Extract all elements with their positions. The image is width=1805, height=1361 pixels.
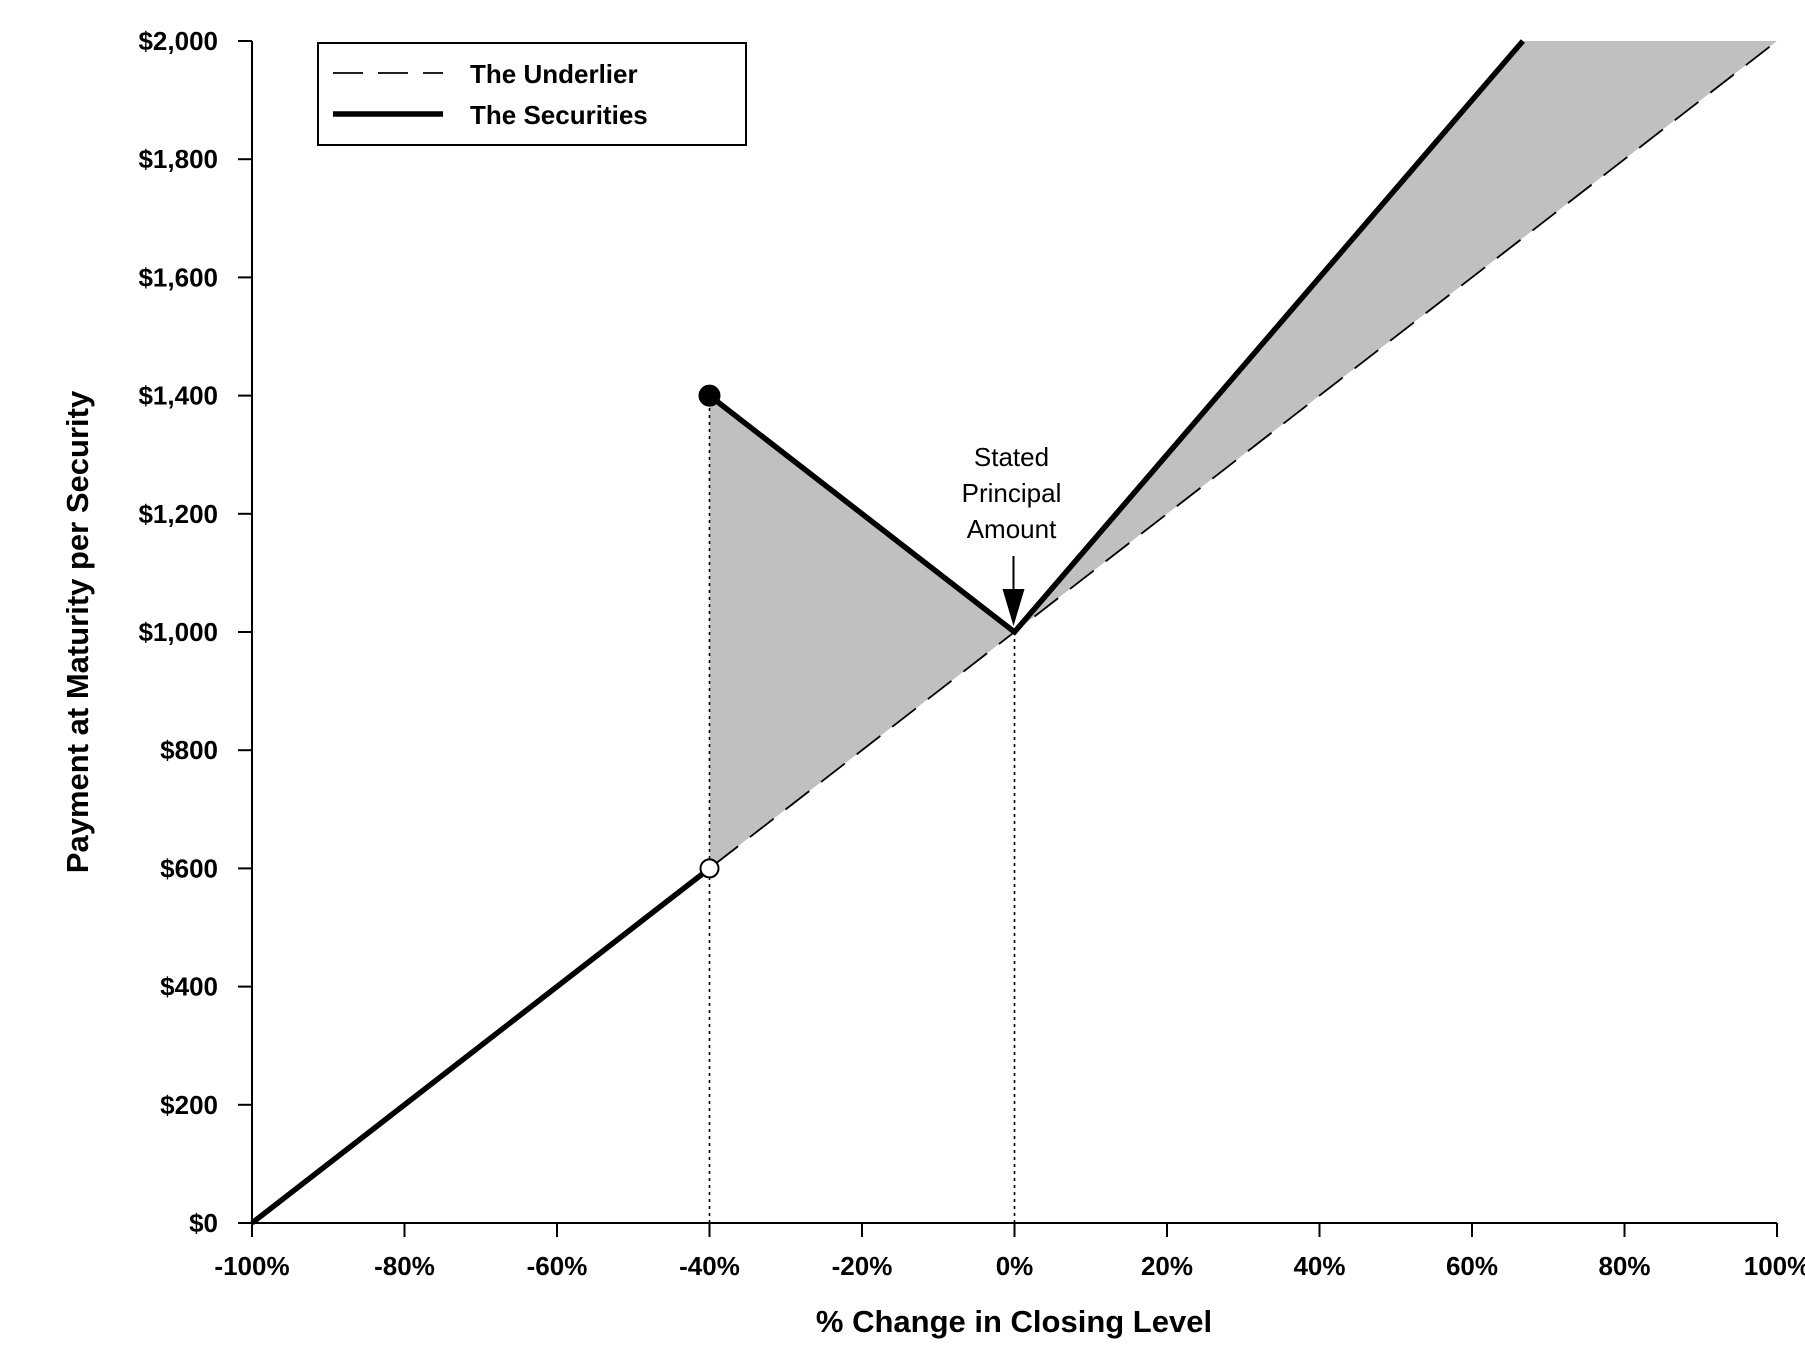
y-tick-label: $2,000 xyxy=(138,26,218,56)
series-layer xyxy=(250,39,1778,1226)
x-tick-label: 20% xyxy=(1141,1251,1193,1281)
x-tick-label: -20% xyxy=(832,1251,893,1281)
y-ticks: $0 $200 $400 $600 $800 $1,000 $1,200 $1,400 $1,6… xyxy=(138,26,252,1238)
reference-lines xyxy=(708,395,1016,1223)
x-tick-label: 40% xyxy=(1293,1251,1345,1281)
y-tick-label: $1,000 xyxy=(138,617,218,647)
marker-filled xyxy=(698,384,721,407)
annotation-arrow-head xyxy=(1002,589,1025,626)
x-tick-label: -100% xyxy=(214,1251,289,1281)
y-tick-label: $1,200 xyxy=(138,499,218,529)
legend: The Underlier The Securities xyxy=(317,42,747,146)
y-tick-label: $1,400 xyxy=(138,381,218,411)
y-tick-label: $800 xyxy=(160,735,218,765)
series-line-securities-segment-1 xyxy=(250,866,712,1226)
x-tick-label: 100% xyxy=(1744,1251,1805,1281)
y-tick-label: $600 xyxy=(160,853,218,883)
axes: -100% -80% -60% -40% -20% 0% 20% 40% 60% 80% 100% … xyxy=(138,26,1805,1281)
series-line-securities-segment-2 xyxy=(707,39,1525,636)
legend-box xyxy=(317,42,747,146)
x-tick-label: -80% xyxy=(374,1251,435,1281)
x-tick-label: 80% xyxy=(1598,1251,1650,1281)
legend-label-underlier: The Underlier xyxy=(470,59,638,89)
annotation-label-line-3: Amount xyxy=(967,514,1057,544)
x-tick-label: 60% xyxy=(1446,1251,1498,1281)
x-ticks: -100% -80% -60% -40% -20% 0% 20% 40% 60% 80% 100% xyxy=(214,1223,1805,1281)
annotation-label-line-2: Principal xyxy=(962,478,1062,508)
annotation-label-line-1: Stated xyxy=(974,442,1049,472)
x-axis-title: % Change in Closing Level xyxy=(816,1304,1212,1339)
shaded-region-1 xyxy=(709,395,1015,869)
legend-label-securities: The Securities xyxy=(470,100,648,130)
x-tick-label: -40% xyxy=(679,1251,740,1281)
y-tick-label: $0 xyxy=(189,1208,218,1238)
marker-open xyxy=(699,858,720,879)
y-tick-label: $1,800 xyxy=(138,144,218,174)
x-tick-label: -60% xyxy=(527,1251,588,1281)
y-tick-label: $400 xyxy=(160,972,218,1002)
y-tick-label: $200 xyxy=(160,1090,218,1120)
y-axis-title: Payment at Maturity per Security xyxy=(60,390,95,873)
annotation: Stated Principal Amount xyxy=(962,442,1062,626)
y-tick-label: $1,600 xyxy=(138,262,218,292)
x-tick-label: 0% xyxy=(996,1251,1034,1281)
markers xyxy=(698,384,721,879)
